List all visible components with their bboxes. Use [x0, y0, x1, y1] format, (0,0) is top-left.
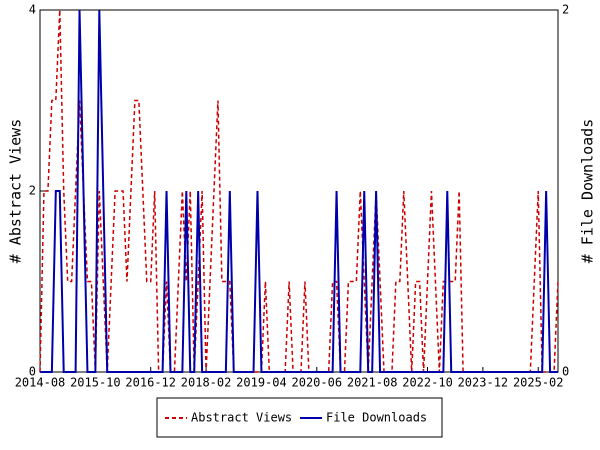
- x-tick-label: 2016-12: [125, 376, 176, 390]
- x-tick-label: 2014-08: [15, 376, 66, 390]
- legend-box: [156, 397, 443, 438]
- y2-axis-title: # File Downloads: [579, 119, 597, 264]
- series-line: [40, 9, 558, 373]
- x-tick-label: 2015-10: [70, 376, 121, 390]
- x-tick-label: 2022-10: [402, 376, 453, 390]
- x-tick-label: 2018-02: [181, 376, 232, 390]
- y-axis-title: # Abstract Views: [7, 119, 25, 264]
- x-tick-label: 2021-08: [347, 376, 398, 390]
- x-tick-label: 2020-06: [292, 376, 343, 390]
- y2-tick-label: 2: [562, 3, 569, 17]
- x-tick-label: 2025-02: [513, 376, 564, 390]
- x-tick-label: 2019-04: [236, 376, 287, 390]
- y-tick-label: 4: [29, 3, 36, 17]
- x-tick-label: 2023-12: [458, 376, 509, 390]
- legend-label: Abstract Views: [191, 411, 292, 425]
- y2-tick-label: 0: [562, 365, 569, 379]
- series-line: [39, 9, 559, 373]
- legend-label: File Downloads: [326, 411, 427, 425]
- y-tick-label: 2: [29, 184, 36, 198]
- y-tick-label: 0: [29, 365, 36, 379]
